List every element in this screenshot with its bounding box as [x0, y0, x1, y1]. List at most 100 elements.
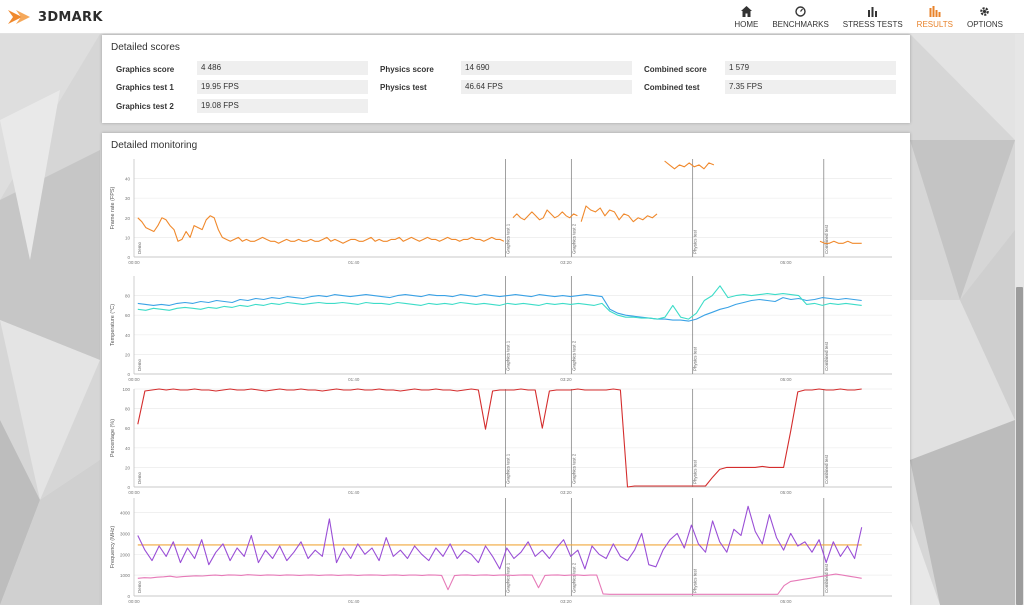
combined-test-value: 7.35 FPS	[725, 80, 896, 94]
bar-chart-icon	[867, 5, 878, 17]
scrollbar-thumb[interactable]	[1016, 287, 1023, 605]
nav-benchmarks-label: BENCHMARKS	[772, 20, 829, 29]
graphics-test-1-label: Graphics test 1	[116, 83, 174, 92]
detailed-scores-panel: Detailed scores Graphics score 4 486 Gra…	[102, 35, 910, 123]
y-tick-label: 20	[125, 465, 131, 470]
x-tick-label: 03:20	[560, 260, 572, 265]
x-tick-label: 00:00	[128, 599, 140, 604]
detailed-monitoring-title: Detailed monitoring	[111, 140, 198, 151]
x-tick-label: 01:40	[348, 599, 360, 604]
y-tick-label: 20	[125, 352, 131, 357]
x-tick-label: 00:00	[128, 260, 140, 265]
series-line	[137, 388, 862, 488]
app-logo[interactable]: 3DMARK	[8, 8, 103, 26]
y-tick-label: 100	[122, 387, 130, 392]
graphics-test-2-label: Graphics test 2	[116, 102, 174, 111]
series-line	[664, 160, 715, 170]
phase-label: Graphics test 1	[505, 340, 510, 371]
x-tick-label: 03:20	[560, 490, 572, 495]
nav-results[interactable]: RESULTS	[910, 0, 960, 34]
nav-stress-tests[interactable]: STRESS TESTS	[836, 0, 910, 34]
phase-label: Graphics test 1	[505, 223, 510, 254]
series-line	[512, 209, 578, 221]
graphics-score-label: Graphics score	[116, 65, 175, 74]
x-tick-label: 05:00	[780, 599, 792, 604]
phase-label: Graphics test 2	[571, 223, 576, 254]
y-tick-label: 60	[125, 426, 131, 431]
home-icon	[740, 5, 752, 17]
3dmark-logo-icon	[8, 10, 30, 24]
phase-label: Demo	[137, 471, 142, 484]
x-tick-label: 03:20	[560, 377, 572, 382]
y-axis-label: Frame rate (FPS)	[110, 186, 116, 229]
phase-label: Demo	[137, 241, 142, 254]
results-bars-icon	[929, 5, 941, 17]
top-navigation-bar: 3DMARK HOME BENCHMARKS STRESS TESTS RESU…	[0, 0, 1024, 34]
y-tick-label: 0	[127, 485, 130, 490]
combined-test-label: Combined test	[644, 83, 700, 92]
x-tick-label: 01:40	[348, 490, 360, 495]
y-tick-label: 3000	[120, 531, 131, 536]
y-tick-label: 80	[125, 407, 131, 412]
y-tick-label: 40	[125, 177, 131, 182]
phase-label: Combined test	[824, 454, 829, 484]
nav-benchmarks[interactable]: BENCHMARKS	[765, 0, 835, 34]
graphics-test-1-value: 19.95 FPS	[197, 80, 368, 94]
phase-label: Physics test	[693, 346, 698, 371]
combined-score-value: 1 579	[725, 61, 896, 75]
x-tick-label: 05:00	[780, 260, 792, 265]
phase-label: Combined test	[824, 341, 829, 371]
y-tick-label: 40	[125, 333, 131, 338]
y-tick-label: 0	[127, 594, 130, 599]
x-tick-label: 05:00	[780, 490, 792, 495]
gear-icon	[979, 5, 990, 17]
series-line	[580, 205, 658, 223]
series-line	[137, 573, 862, 595]
phase-label: Physics test	[693, 568, 698, 593]
graphics-test-2-value: 19.08 FPS	[197, 99, 368, 113]
graphics-score-value: 4 486	[197, 61, 368, 75]
nav-results-label: RESULTS	[916, 20, 953, 29]
series-line	[137, 505, 863, 570]
phase-label: Physics test	[693, 229, 698, 254]
phase-label: Graphics test 2	[571, 562, 576, 593]
x-tick-label: 01:40	[348, 377, 360, 382]
phase-label: Graphics test 2	[571, 453, 576, 484]
main-nav: HOME BENCHMARKS STRESS TESTS RESULTS OPT…	[727, 0, 1010, 34]
combined-score-label: Combined score	[644, 65, 707, 74]
x-tick-label: 05:00	[780, 377, 792, 382]
monitoring-charts: 0 10 20 30 40 00:00 01:40 03:20 05:00 Frame rate …	[110, 159, 892, 604]
nav-home[interactable]: HOME	[727, 0, 765, 34]
nav-stress-tests-label: STRESS TESTS	[842, 20, 903, 29]
y-tick-label: 30	[125, 196, 131, 201]
phase-label: Physics test	[693, 459, 698, 484]
phase-label: Combined test	[824, 224, 829, 254]
physics-score-label: Physics score	[380, 65, 434, 74]
series-line	[137, 294, 862, 322]
series-line	[819, 240, 862, 244]
y-tick-label: 1000	[120, 573, 131, 578]
y-tick-label: 0	[127, 255, 130, 260]
physics-test-value: 46.64 FPS	[461, 80, 632, 94]
physics-test-label: Physics test	[380, 83, 427, 92]
y-tick-label: 0	[127, 372, 130, 377]
y-tick-label: 20	[125, 216, 131, 221]
phase-label: Graphics test 2	[571, 340, 576, 371]
y-tick-label: 40	[125, 446, 131, 451]
y-tick-label: 2000	[120, 552, 131, 557]
detailed-scores-title: Detailed scores	[111, 42, 180, 53]
series-line	[137, 215, 505, 244]
physics-score-value: 14 690	[461, 61, 632, 75]
speedometer-icon	[795, 5, 806, 17]
phase-label: Graphics test 1	[505, 453, 510, 484]
nav-options[interactable]: OPTIONS	[960, 0, 1010, 34]
y-tick-label: 10	[125, 235, 131, 240]
phase-label: Demo	[137, 580, 142, 593]
series-line	[137, 285, 862, 320]
phase-label: Combined test	[824, 563, 829, 593]
x-tick-label: 00:00	[128, 377, 140, 382]
nav-options-label: OPTIONS	[966, 20, 1003, 29]
x-tick-label: 00:00	[128, 490, 140, 495]
nav-home-label: HOME	[734, 20, 759, 29]
y-axis-label: Percentage (%)	[110, 419, 116, 457]
